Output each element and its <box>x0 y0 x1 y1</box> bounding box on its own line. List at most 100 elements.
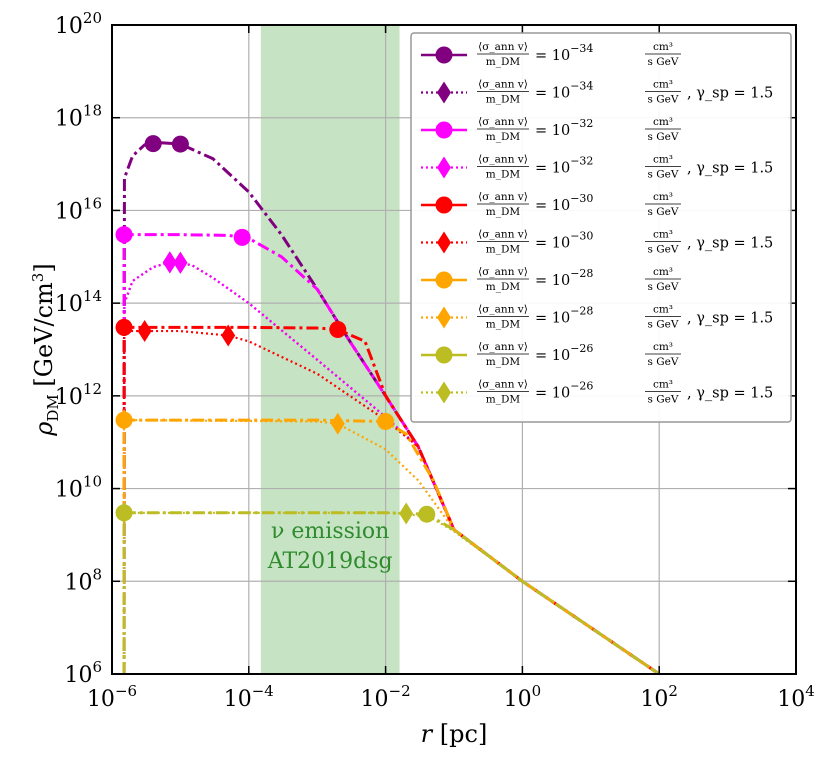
legend-unit-numerator-6: cm³ <box>653 266 673 278</box>
y-tick-label-5: 1016 <box>55 194 102 224</box>
legend-fraction-numerator-9: ⟨σ_ann v⟩ <box>478 379 528 391</box>
legend: ⟨σ_ann v⟩ m_DM = 10−34 cm³ s GeV ⟨σ_ann v⟩ m_… <box>410 32 792 423</box>
x-tick-label-2: 10−2 <box>361 682 411 712</box>
band-label-line2: AT2019dsg <box>267 549 393 574</box>
series-marker-0-0 <box>144 135 162 153</box>
legend-marker-3 <box>437 156 451 179</box>
legend-unit-numerator-7: cm³ <box>653 304 673 316</box>
legend-marker-4 <box>435 196 453 214</box>
legend-gamma-5: , γ_sp = 1.5 <box>687 236 773 252</box>
band-label-line1: ν emission <box>271 519 389 544</box>
legend-unit-denominator-8: s GeV <box>648 356 679 368</box>
legend-item-8: ⟨σ_ann v⟩ m_DM = 10−26 cm³ s GeV <box>421 341 681 368</box>
x-tick-label-5: 104 <box>777 682 815 712</box>
legend-unit-denominator-1: s GeV <box>648 94 679 106</box>
legend-item-6: ⟨σ_ann v⟩ m_DM = 10−28 cm³ s GeV <box>421 266 681 293</box>
shaded-region-layer <box>260 25 400 674</box>
legend-item-4: ⟨σ_ann v⟩ m_DM = 10−30 cm³ s GeV <box>421 191 681 218</box>
legend-value-2: = 10−32 <box>535 117 593 139</box>
legend-fraction-numerator-0: ⟨σ_ann v⟩ <box>478 41 528 53</box>
x-tick-label-4: 102 <box>640 682 678 712</box>
legend-value-1: = 10−34 <box>535 80 593 102</box>
series-marker-6-1 <box>377 412 395 430</box>
x-tick-label-0: 10−6 <box>87 682 137 712</box>
legend-item-7: ⟨σ_ann v⟩ m_DM = 10−28 cm³ s GeV , γ_sp = 1.… <box>421 304 773 331</box>
legend-marker-9 <box>437 381 451 404</box>
legend-fraction-numerator-7: ⟨σ_ann v⟩ <box>478 304 528 316</box>
legend-marker-6 <box>435 271 453 289</box>
legend-fraction-denominator-3: m_DM <box>486 169 521 181</box>
series-marker-8-1 <box>418 505 436 523</box>
legend-unit-denominator-5: s GeV <box>648 244 679 256</box>
axes-layer: 10−6 10−4 10−2 100 102 104 106 108 1010 1012 1014 1… <box>29 9 815 748</box>
series-marker-2-1 <box>233 228 251 246</box>
legend-fraction-denominator-7: m_DM <box>486 319 521 331</box>
series-line-7 <box>122 419 660 674</box>
legend-item-9: ⟨σ_ann v⟩ m_DM = 10−26 cm³ s GeV , γ_sp = 1.… <box>421 379 773 406</box>
legend-value-6: = 10−28 <box>535 267 593 289</box>
legend-value-0: = 10−34 <box>535 42 593 64</box>
legend-fraction-numerator-4: ⟨σ_ann v⟩ <box>478 191 528 203</box>
legend-fraction-denominator-5: m_DM <box>486 244 521 256</box>
series-layer <box>115 135 661 674</box>
legend-item-2: ⟨σ_ann v⟩ m_DM = 10−32 cm³ s GeV <box>421 116 681 143</box>
legend-fraction-denominator-2: m_DM <box>486 131 521 143</box>
legend-gamma-3: , γ_sp = 1.5 <box>687 161 773 177</box>
y-tick-label-6: 1018 <box>55 102 102 132</box>
legend-fraction-numerator-6: ⟨σ_ann v⟩ <box>478 266 528 278</box>
series-line-5 <box>122 329 660 674</box>
y-tick-label-1: 108 <box>64 565 102 595</box>
series-marker-5-1 <box>221 324 236 347</box>
y-axis-title: ρDM [GeV/cm3] <box>29 263 62 436</box>
series-marker-4-0 <box>115 318 133 336</box>
series-marker-2-0 <box>115 226 133 244</box>
legend-unit-denominator-2: s GeV <box>648 131 679 143</box>
legend-marker-5 <box>437 231 451 254</box>
legend-unit-numerator-2: cm³ <box>653 116 673 128</box>
legend-unit-numerator-4: cm³ <box>653 191 673 203</box>
legend-marker-8 <box>435 346 453 364</box>
legend-unit-numerator-8: cm³ <box>653 341 673 353</box>
x-tick-label-3: 100 <box>504 682 542 712</box>
legend-value-5: = 10−30 <box>535 230 593 252</box>
legend-marker-7 <box>437 306 451 329</box>
legend-item-5: ⟨σ_ann v⟩ m_DM = 10−30 cm³ s GeV , γ_sp = 1.… <box>421 229 773 256</box>
legend-box <box>410 32 792 423</box>
emission-region-band <box>260 25 400 674</box>
legend-marker-1 <box>437 81 451 104</box>
legend-fraction-numerator-1: ⟨σ_ann v⟩ <box>478 79 528 91</box>
legend-unit-numerator-1: cm³ <box>653 79 673 91</box>
legend-fraction-numerator-8: ⟨σ_ann v⟩ <box>478 341 528 353</box>
series-marker-5-0 <box>137 320 152 343</box>
legend-unit-numerator-3: cm³ <box>653 154 673 166</box>
plot-frame <box>111 24 797 675</box>
y-tick-label-4: 1014 <box>55 287 102 317</box>
legend-fraction-denominator-4: m_DM <box>486 206 521 218</box>
legend-value-9: = 10−26 <box>535 380 593 402</box>
legend-value-4: = 10−30 <box>535 192 593 214</box>
legend-gamma-7: , γ_sp = 1.5 <box>687 311 773 327</box>
series-marker-4-1 <box>329 321 347 339</box>
series-marker-3-0 <box>162 251 177 274</box>
legend-fraction-denominator-0: m_DM <box>486 56 521 68</box>
series-marker-7-0 <box>117 409 132 432</box>
legend-marker-0 <box>435 46 453 64</box>
legend-fraction-denominator-8: m_DM <box>486 356 521 368</box>
legend-value-3: = 10−32 <box>535 155 593 177</box>
series-marker-7-1 <box>330 412 345 435</box>
legend-fraction-denominator-6: m_DM <box>486 281 521 293</box>
legend-gamma-1: , γ_sp = 1.5 <box>687 86 773 102</box>
legend-unit-numerator-0: cm³ <box>653 41 673 53</box>
y-tick-label-3: 1012 <box>55 380 102 410</box>
legend-value-8: = 10−26 <box>535 342 593 364</box>
series-line-8 <box>122 511 661 674</box>
legend-item-0: ⟨σ_ann v⟩ m_DM = 10−34 cm³ s GeV <box>421 41 681 68</box>
legend-gamma-9: , γ_sp = 1.5 <box>687 386 773 402</box>
x-tick-label-1: 10−4 <box>224 682 274 712</box>
legend-value-7: = 10−28 <box>535 305 593 327</box>
legend-marker-2 <box>435 121 453 139</box>
legend-unit-denominator-6: s GeV <box>648 281 679 293</box>
legend-unit-denominator-0: s GeV <box>648 56 679 68</box>
y-tick-label-2: 1010 <box>55 473 102 503</box>
